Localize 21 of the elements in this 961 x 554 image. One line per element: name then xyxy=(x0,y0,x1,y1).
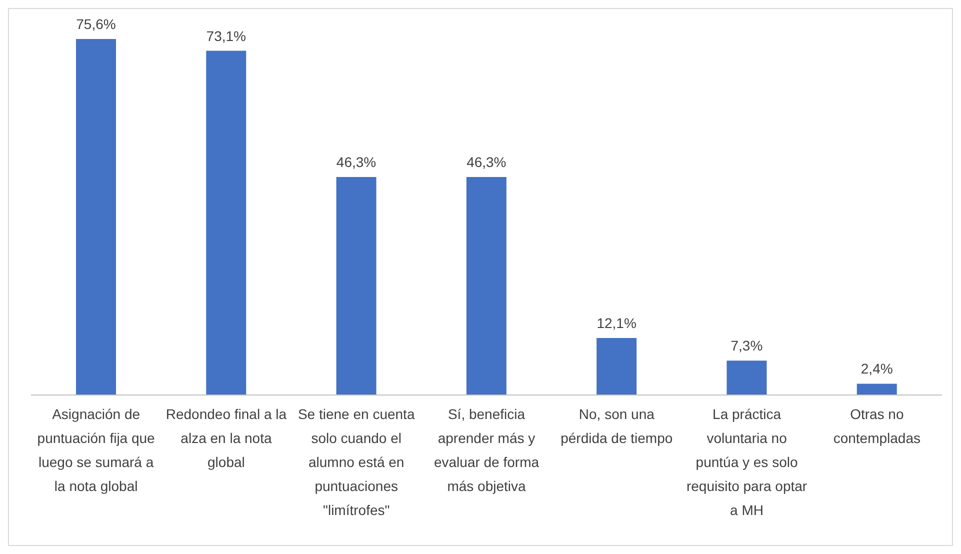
x-tick-label: No, son una pérdida de tiempo xyxy=(560,406,673,446)
bar xyxy=(206,50,246,395)
data-label: 2,4% xyxy=(860,360,893,377)
data-label: 46,3% xyxy=(336,154,376,170)
x-tick-label: Se tiene en cuenta solo cuando el alumno está en puntuaciones "limítrofes" xyxy=(298,406,415,518)
bar xyxy=(336,176,376,395)
bar xyxy=(596,338,637,395)
x-tick-label: Asignación de puntuación fija que luego se sumará a la nota global xyxy=(37,406,156,494)
bar xyxy=(466,176,506,395)
x-tick-label: Redondeo final a la alza en la nota global xyxy=(166,406,287,470)
data-label: 7,3% xyxy=(730,338,763,354)
data-label: 46,3% xyxy=(466,154,506,170)
data-label: 12,1% xyxy=(596,315,636,332)
x-tick-label: La práctica voluntaria no puntúa y es solo requisito para optar a MH xyxy=(686,406,808,518)
bar xyxy=(76,39,116,395)
x-tick-label: Otras no contempladas xyxy=(833,406,921,446)
data-label: 73,1% xyxy=(206,28,246,44)
bar xyxy=(726,360,767,395)
x-tick-label: Sí, beneficia aprender más y evaluar de forma más objetiva xyxy=(434,406,540,494)
data-label: 75,6% xyxy=(76,16,116,32)
bar xyxy=(856,384,897,395)
